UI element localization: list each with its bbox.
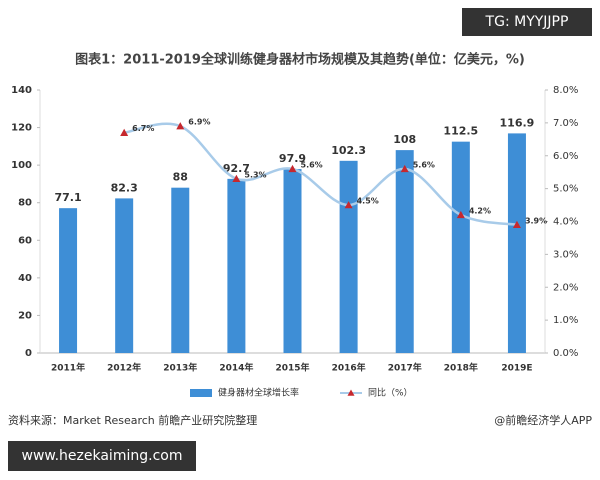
bar-value-label: 116.9 <box>500 116 535 129</box>
footer-box <box>8 441 196 471</box>
bar <box>395 150 414 353</box>
x-tick-label: 2019E <box>501 364 532 374</box>
line-marker <box>456 210 465 219</box>
line-value-label: 5.6% <box>301 160 323 169</box>
bar <box>339 160 358 353</box>
y2-tick-label: 8.0% <box>553 85 578 96</box>
x-tick-label: 2012年 <box>107 362 141 374</box>
y2-tick-label: 6.0% <box>553 151 578 162</box>
line-value-label: 6.9% <box>188 118 210 127</box>
legend-marker <box>347 389 355 396</box>
legend-label: 健身器材全球增长率 <box>218 387 299 399</box>
watermark: TG: MYYJJPP <box>485 14 569 30</box>
y2-tick-label: 1.0% <box>553 315 578 326</box>
x-tick-label: 2018年 <box>444 362 478 374</box>
y-tick-label: 20 <box>18 310 32 321</box>
line-value-label: 6.7% <box>132 124 154 133</box>
y-tick-label: 0 <box>25 348 32 359</box>
legend-label: 同比（%） <box>368 387 413 399</box>
line-marker <box>288 164 297 173</box>
y-tick-label: 100 <box>11 160 32 171</box>
y2-tick-label: 4.0% <box>553 217 578 228</box>
bar <box>227 178 246 353</box>
bar-value-label: 112.5 <box>443 125 478 138</box>
x-tick-label: 2017年 <box>388 362 422 374</box>
x-tick-label: 2013年 <box>163 362 197 374</box>
bar <box>171 187 190 353</box>
line-value-label: 3.9% <box>525 216 547 225</box>
line-marker <box>512 220 521 228</box>
bar-value-label: 88 <box>173 171 188 184</box>
line-marker <box>176 122 185 130</box>
source: 资料来源：Market Research 前瞻产业研究院整理 <box>8 413 257 427</box>
bar <box>283 169 302 353</box>
y-tick-label: 40 <box>18 273 32 284</box>
line-marker <box>232 174 241 182</box>
chart-title: 图表1：2011-2019全球训练健身器材市场规模及其趋势(单位：亿美元，%) <box>75 52 525 68</box>
y-tick-label: 80 <box>18 198 32 209</box>
footer-url: www.hezekaiming.com <box>22 448 183 464</box>
x-tick-label: 2011年 <box>51 362 85 374</box>
y2-tick-label: 2.0% <box>553 282 578 293</box>
watermark-box <box>462 8 592 36</box>
bar <box>59 208 78 353</box>
x-tick-label: 2015年 <box>275 362 309 374</box>
bar-value-label: 82.3 <box>111 181 138 194</box>
legend-swatch <box>190 389 212 397</box>
bar-value-label: 97.9 <box>279 152 306 165</box>
line-marker <box>120 128 129 136</box>
line-value-label: 4.2% <box>469 206 491 215</box>
y-tick-label: 140 <box>11 85 32 96</box>
line-value-label: 5.3% <box>244 170 266 179</box>
y-tick-label: 120 <box>11 123 32 134</box>
line-marker <box>344 201 353 209</box>
line-value-label: 4.5% <box>357 197 379 206</box>
y2-tick-label: 3.0% <box>553 249 578 260</box>
bar-value-label: 108 <box>393 133 416 146</box>
bar <box>451 141 470 353</box>
credit: @前瞻经济学人APP <box>494 413 592 427</box>
bar <box>115 198 134 353</box>
line-value-label: 5.6% <box>413 160 435 169</box>
bar-value-label: 92.7 <box>223 162 250 175</box>
x-tick-label: 2016年 <box>332 362 366 374</box>
y2-tick-label: 0.0% <box>553 348 578 359</box>
y2-tick-label: 7.0% <box>553 118 578 129</box>
y2-tick-label: 5.0% <box>553 184 578 195</box>
bar <box>507 133 526 353</box>
line <box>123 122 518 227</box>
x-tick-label: 2014年 <box>219 362 253 374</box>
line-marker <box>400 164 409 173</box>
bar-value-label: 77.1 <box>54 191 81 204</box>
y-tick-label: 60 <box>18 235 32 246</box>
bar-value-label: 102.3 <box>331 144 366 157</box>
